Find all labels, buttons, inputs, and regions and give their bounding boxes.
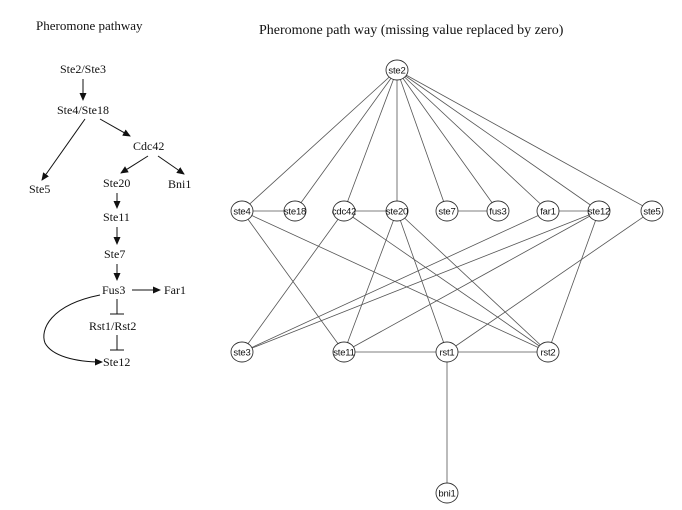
node-label-ste18: ste18: [284, 207, 306, 218]
right-network-panel: Pheromone path way (missing value replac…: [230, 23, 664, 504]
left-pathway-panel: Pheromone pathway Ste2/Ste3 Ste4/Ste18 C…: [29, 18, 191, 369]
inhibit-rst-ste12: [110, 335, 124, 351]
edge-ste12-rst2: [547, 210, 600, 353]
label-cdc42: Cdc42: [133, 139, 164, 153]
node-label-cdc42: cdc42: [332, 207, 356, 218]
label-ste2-ste3: Ste2/Ste3: [60, 62, 106, 76]
edge-ste2-fus3: [396, 69, 499, 212]
label-ste5: Ste5: [29, 182, 50, 196]
label-ste12: Ste12: [103, 355, 130, 369]
edge-ste20-ste11: [343, 210, 398, 353]
node-label-ste12: ste12: [588, 207, 610, 218]
node-cdc42: cdc42: [332, 200, 356, 222]
label-rst1-rst2: Rst1/Rst2: [89, 319, 136, 333]
node-circle-ste7: [435, 200, 459, 222]
node-circle-bni1: [435, 482, 459, 504]
edge-ste20-rst2: [396, 210, 549, 353]
node-label-ste7: ste7: [438, 207, 455, 218]
left-panel-title: Pheromone pathway: [36, 18, 143, 33]
arrow-cdc42-to-bni1: [157, 155, 185, 175]
node-ste12: ste12: [587, 200, 611, 222]
node-label-rst2: rst2: [540, 348, 555, 359]
network-nodes: ste2 ste4 ste18 cdc42 ste20 ste7 fus3 far1 ste12…: [230, 59, 664, 504]
node-ste3: ste3: [230, 341, 254, 363]
label-ste11: Ste11: [103, 210, 130, 224]
node-label-ste11: ste11: [333, 348, 355, 359]
node-ste11: ste11: [332, 341, 356, 363]
label-fus3: Fus3: [102, 283, 125, 297]
node-ste2: ste2: [385, 59, 409, 81]
node-circle-cdc42: [332, 200, 356, 222]
node-circle-ste18: [283, 200, 307, 222]
node-label-ste20: ste20: [386, 207, 408, 218]
node-circle-ste3: [230, 341, 254, 363]
edge-ste2-ste4: [241, 69, 398, 212]
node-fus3: fus3: [486, 200, 510, 222]
node-label-ste5: ste5: [643, 207, 660, 218]
node-label-ste4: ste4: [233, 207, 250, 218]
edge-ste2-cdc42: [343, 69, 398, 212]
node-ste5: ste5: [640, 200, 664, 222]
edge-ste2-ste12: [396, 69, 600, 212]
edge-ste2-ste7: [396, 69, 448, 212]
network-edges: [241, 69, 653, 493]
edge-cdc42-ste3: [241, 210, 345, 353]
node-bni1: bni1: [435, 482, 459, 504]
node-label-ste2: ste2: [388, 66, 405, 77]
node-ste7: ste7: [435, 200, 459, 222]
node-circle-ste4: [230, 200, 254, 222]
arrow-cdc42-to-ste20: [120, 155, 149, 174]
node-circle-ste20: [385, 200, 409, 222]
label-far1: Far1: [164, 283, 186, 297]
node-circle-ste11: [332, 341, 356, 363]
label-ste7: Ste7: [104, 247, 125, 261]
edge-ste20-rst1: [396, 210, 448, 353]
node-label-bni1: bni1: [438, 489, 455, 500]
node-circle-ste2: [385, 59, 409, 81]
node-ste18: ste18: [283, 200, 307, 222]
node-rst1: rst1: [435, 341, 459, 363]
arrow-ste4-to-ste5: [41, 118, 86, 181]
node-circle-fus3: [486, 200, 510, 222]
edge-ste5-rst1: [446, 210, 653, 353]
arrow-ste4-to-cdc42: [99, 118, 131, 137]
node-circle-rst1: [435, 341, 459, 363]
label-ste4-ste18: Ste4/Ste18: [57, 103, 109, 117]
node-ste4: ste4: [230, 200, 254, 222]
edge-ste2-ste5: [396, 69, 653, 212]
node-far1: far1: [536, 200, 560, 222]
arrow-fus3-to-ste12-curve: [43, 294, 103, 366]
node-label-far1: far1: [540, 207, 556, 218]
edge-ste2-far1: [396, 69, 549, 212]
label-ste20: Ste20: [103, 176, 130, 190]
edge-far1-ste3: [241, 210, 549, 353]
node-circle-far1: [536, 200, 560, 222]
node-label-rst1: rst1: [439, 348, 454, 359]
edge-cdc42-rst2: [343, 210, 549, 353]
edge-ste12-ste11: [343, 210, 600, 353]
node-rst2: rst2: [536, 341, 560, 363]
node-circle-ste12: [587, 200, 611, 222]
edge-ste12-ste3: [241, 210, 600, 353]
node-circle-rst2: [536, 341, 560, 363]
inhibit-fus3-rst: [110, 299, 124, 315]
label-bni1: Bni1: [168, 177, 191, 191]
right-panel-title: Pheromone path way (missing value replac…: [259, 23, 564, 38]
node-ste20: ste20: [385, 200, 409, 222]
node-circle-ste5: [640, 200, 664, 222]
node-label-ste3: ste3: [233, 348, 250, 359]
node-label-fus3: fus3: [489, 207, 506, 218]
edge-ste2-ste18: [294, 69, 398, 212]
